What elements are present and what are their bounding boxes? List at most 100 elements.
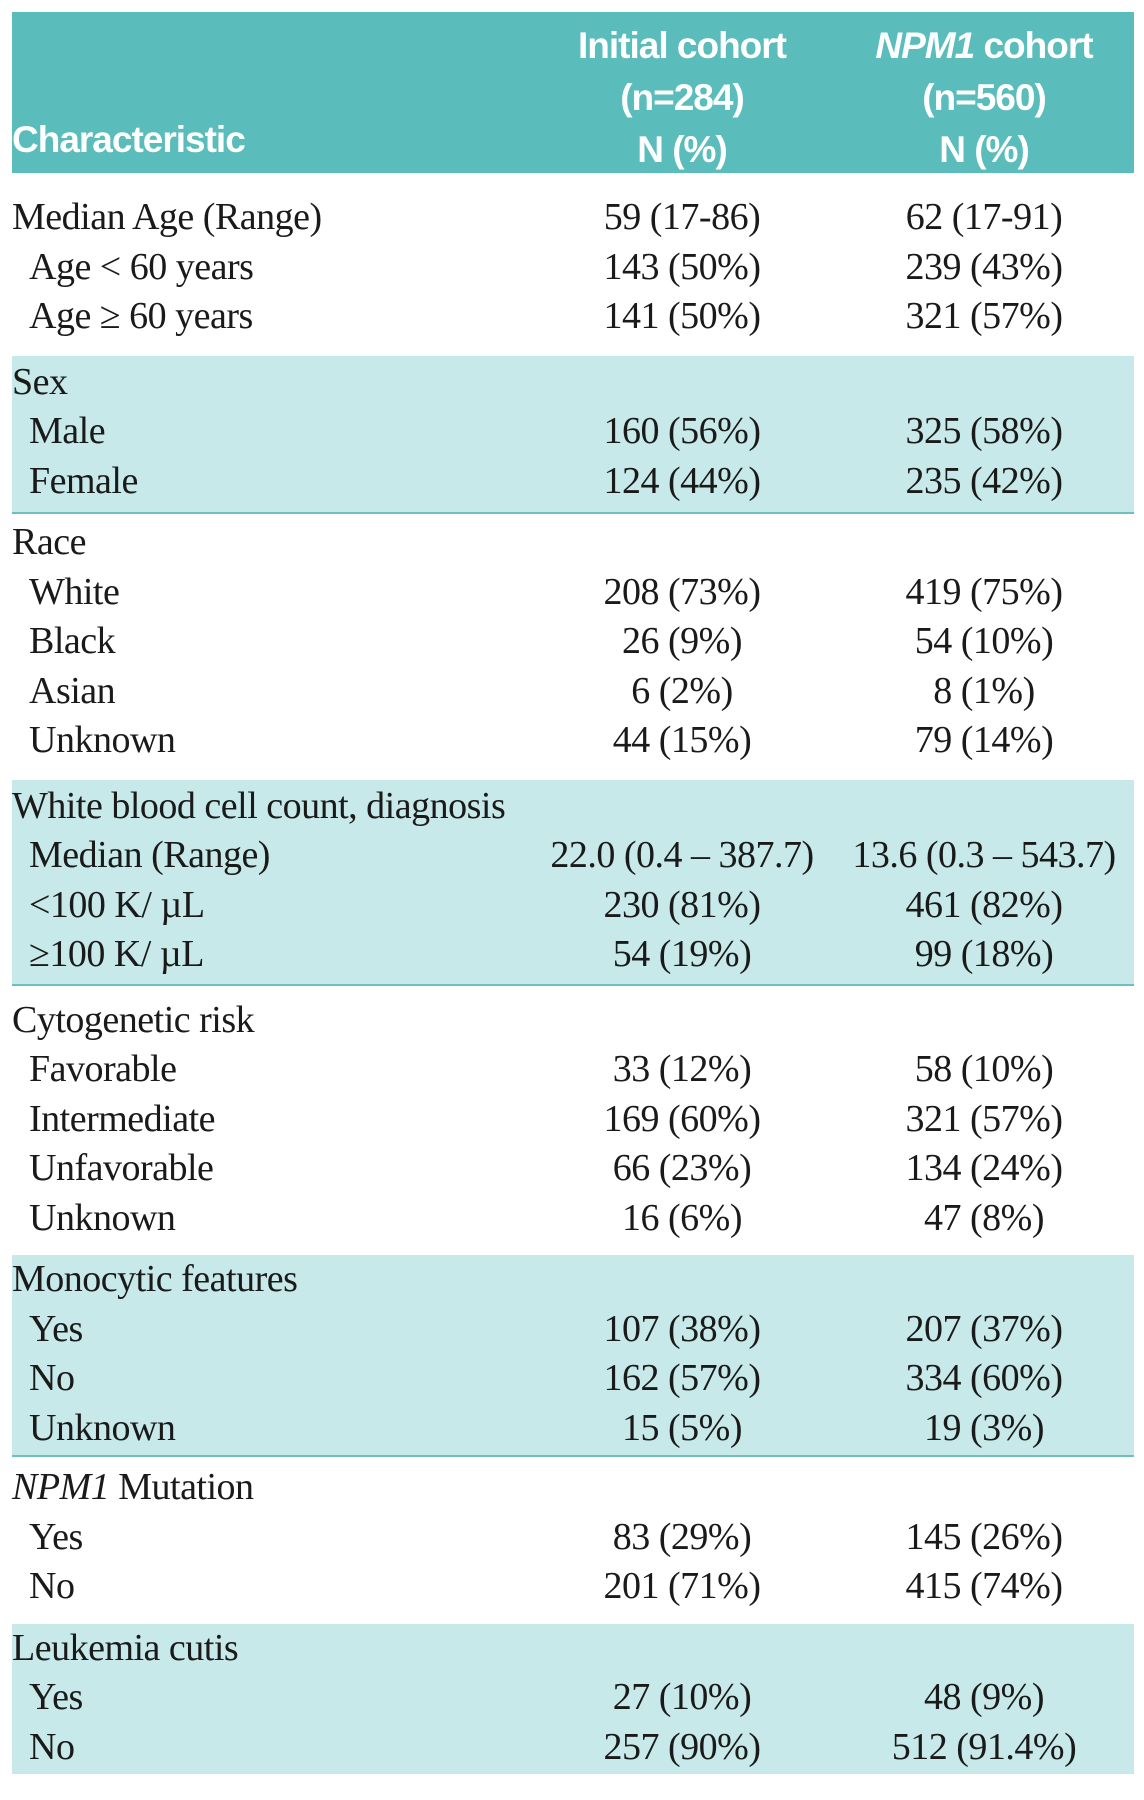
header-npm1-title: NPM1 cohort: [834, 20, 1134, 72]
table-header: Characteristic Initial cohort (n=284) N …: [12, 12, 1134, 173]
initial-value: 26 (9%): [622, 620, 742, 662]
npm1-value: 8 (1%): [933, 669, 1035, 712]
row-label: Yes: [29, 1307, 83, 1350]
initial-value: 27 (10%): [612, 1676, 752, 1718]
group-sex: Sex Male 160 (56%) 325 (58%) Female 124 …: [12, 355, 1134, 514]
initial-value: 257 (90%): [603, 1725, 761, 1768]
table-row: Age ≥ 60 years 141 (50%) 321 (57%): [12, 292, 1134, 342]
initial-value: 230 (81%): [603, 883, 761, 926]
npm1-value: 47 (8%): [924, 1196, 1044, 1239]
header-npm1-n: (n=560): [922, 77, 1047, 118]
npm1-value: 321 (57%): [905, 1097, 1063, 1140]
group-label: Cytogenetic risk: [12, 998, 255, 1041]
initial-value: 208 (73%): [603, 570, 761, 613]
npm1-value: 334 (60%): [905, 1357, 1063, 1399]
initial-value: 201 (71%): [603, 1565, 761, 1607]
group-npm1-mutation: NPM1 Mutation Yes 83 (29%) 145 (26%) No …: [12, 1457, 1134, 1624]
header-initial-n: (n=284): [620, 77, 745, 118]
initial-value: 22.0 (0.4 – 387.7): [550, 834, 814, 876]
initial-value: 141 (50%): [603, 295, 761, 337]
row-label: Intermediate: [29, 1097, 216, 1140]
group-cytogenetic-risk: Cytogenetic risk Favorable 33 (12%) 58 (…: [12, 986, 1134, 1256]
initial-value: 44 (15%): [612, 719, 752, 761]
table-row: Yes 27 (10%) 48 (9%): [12, 1673, 1134, 1723]
npm1-value: 134 (24%): [905, 1147, 1063, 1189]
initial-value: 15 (5%): [622, 1406, 742, 1449]
table-row: ≥100 K/ µL 54 (19%) 99 (18%): [12, 930, 1134, 980]
npm1-value: 99 (18%): [914, 933, 1054, 975]
group-race: Race White 208 (73%) 419 (75%) Black 26 …: [12, 514, 1134, 780]
npm1-value: 13.6 (0.3 – 543.7): [852, 834, 1116, 876]
npm1-value: 19 (3%): [924, 1406, 1044, 1449]
initial-value: 33 (12%): [612, 1048, 752, 1090]
table-row: Female 124 (44%) 235 (42%): [12, 457, 1134, 507]
table-row: Asian 6 (2%) 8 (1%): [12, 667, 1134, 717]
npm1-value: 235 (42%): [905, 459, 1063, 502]
row-label: Age < 60 years: [29, 245, 254, 288]
group-heading: Sex: [12, 358, 1134, 408]
group-heading: Monocytic features: [12, 1255, 1134, 1305]
row-label: Male: [29, 410, 106, 452]
row-label: Yes: [29, 1676, 83, 1718]
row-label: White: [29, 570, 120, 613]
row-label: No: [29, 1725, 75, 1768]
group-heading: White blood cell count, diagnosis: [12, 782, 1134, 832]
row-label: Yes: [29, 1515, 83, 1558]
row-label: Age ≥ 60 years: [29, 295, 253, 337]
table-row: <100 K/ µL 230 (81%) 461 (82%): [12, 881, 1134, 931]
table-row: Unknown 44 (15%) 79 (14%): [12, 716, 1134, 766]
row-label: ≥100 K/ µL: [29, 933, 204, 975]
npm1-value: 79 (14%): [914, 719, 1054, 761]
npm1-value: 54 (10%): [914, 620, 1054, 662]
initial-value: 54 (19%): [612, 933, 752, 975]
initial-value: 107 (38%): [603, 1307, 761, 1350]
npm1-value: 207 (37%): [905, 1307, 1063, 1350]
header-initial-title: Initial cohort: [578, 25, 787, 66]
header-npm1-italic: NPM1: [875, 25, 975, 66]
initial-value: 124 (44%): [603, 459, 761, 502]
table-row: Intermediate 169 (60%) 321 (57%): [12, 1095, 1134, 1145]
npm1-value: 325 (58%): [905, 410, 1063, 452]
group-leukemia-cutis: Leukemia cutis Yes 27 (10%) 48 (9%) No 2…: [12, 1623, 1134, 1774]
group-label: Monocytic features: [12, 1258, 298, 1300]
initial-value: 16 (6%): [622, 1196, 742, 1239]
row-label: <100 K/ µL: [29, 883, 205, 926]
npm1-value: 415 (74%): [905, 1565, 1063, 1607]
row-label: Unfavorable: [29, 1147, 214, 1189]
initial-value: 59 (17-86): [603, 196, 761, 238]
table-row: Unknown 16 (6%) 47 (8%): [12, 1194, 1134, 1244]
row-label: Unknown: [29, 1196, 176, 1239]
initial-value: 66 (23%): [612, 1147, 752, 1189]
table-row: No 257 (90%) 512 (91.4%): [12, 1723, 1134, 1773]
npm1-value: 48 (9%): [924, 1676, 1044, 1718]
row-label: Unknown: [29, 719, 176, 761]
row-label: No: [29, 1565, 75, 1607]
initial-value: 169 (60%): [603, 1097, 761, 1140]
group-label: NPM1 Mutation: [12, 1463, 254, 1513]
header-initial-cohort: Initial cohort (n=284) N (%): [532, 20, 832, 176]
initial-value: 162 (57%): [603, 1357, 761, 1399]
table-row: Favorable 33 (12%) 58 (10%): [12, 1045, 1134, 1095]
table-row: Black 26 (9%) 54 (10%): [12, 617, 1134, 667]
row-label: Unknown: [29, 1406, 176, 1449]
row-label: No: [29, 1357, 75, 1399]
table-row: Median Age (Range) 59 (17-86) 62 (17-91): [12, 193, 1134, 243]
row-label: Asian: [29, 669, 116, 712]
initial-value: 143 (50%): [603, 245, 761, 288]
row-label: Median (Range): [29, 834, 270, 876]
initial-value: 6 (2%): [631, 669, 733, 712]
npm1-value: 239 (43%): [905, 245, 1063, 288]
npm1-value: 145 (26%): [905, 1515, 1063, 1558]
characteristics-table: Characteristic Initial cohort (n=284) N …: [12, 12, 1134, 1774]
table-row: White 208 (73%) 419 (75%): [12, 568, 1134, 618]
group-monocytic-features: Monocytic features Yes 107 (38%) 207 (37…: [12, 1255, 1134, 1457]
npm1-value: 62 (17-91): [905, 196, 1063, 238]
npm1-value: 512 (91.4%): [891, 1725, 1077, 1768]
row-label: Black: [29, 620, 116, 662]
table-row: No 201 (71%) 415 (74%): [12, 1562, 1134, 1612]
group-heading: Leukemia cutis: [12, 1624, 1134, 1674]
group-label: Race: [12, 521, 86, 563]
table-row: Median (Range) 22.0 (0.4 – 387.7) 13.6 (…: [12, 831, 1134, 881]
header-npm1-unit: N (%): [939, 129, 1030, 170]
group-label-rest: Mutation: [109, 1466, 254, 1508]
